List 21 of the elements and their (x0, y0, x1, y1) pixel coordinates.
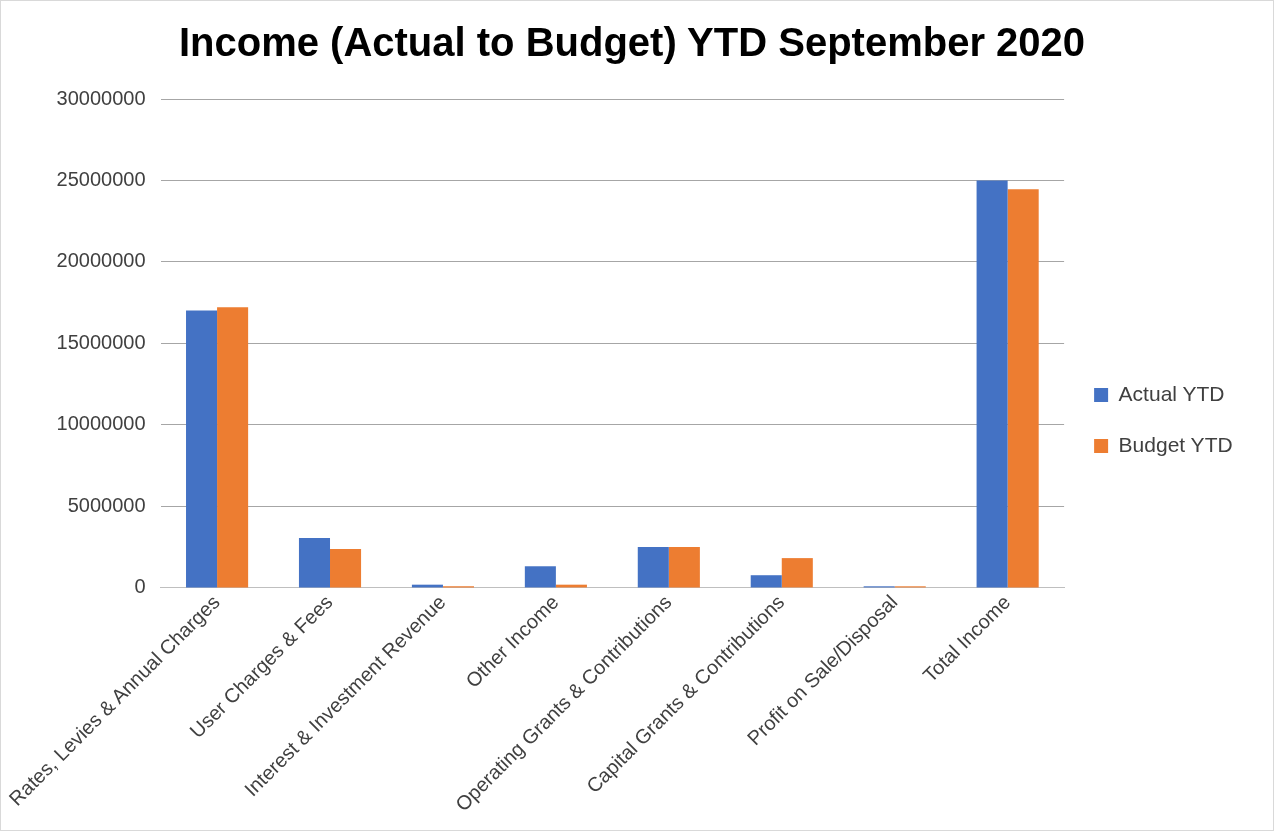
bar (217, 307, 249, 588)
legend-label: Budget YTD (1118, 432, 1233, 456)
y-tick-label: 0 (134, 575, 146, 598)
y-tick-label: 10000000 (56, 412, 146, 435)
chart-title: Income (Actual to Budget) YTD September 2020 (178, 20, 1086, 65)
bar (298, 537, 331, 588)
y-tick-label: 25000000 (56, 168, 146, 190)
bar (750, 575, 782, 588)
bar (976, 180, 1008, 588)
bar (668, 547, 700, 588)
bar (781, 558, 813, 588)
y-tick-label: 20000000 (56, 249, 146, 272)
y-tick-label: 30000000 (56, 86, 146, 109)
y-tick-label: 15000000 (56, 330, 146, 353)
bar (637, 547, 669, 588)
bar (186, 310, 218, 588)
bar (524, 566, 556, 588)
bar (1007, 189, 1039, 588)
legend-label: Actual YTD (1118, 381, 1225, 405)
bar (330, 548, 362, 588)
y-tick-label: 5000000 (67, 493, 146, 516)
